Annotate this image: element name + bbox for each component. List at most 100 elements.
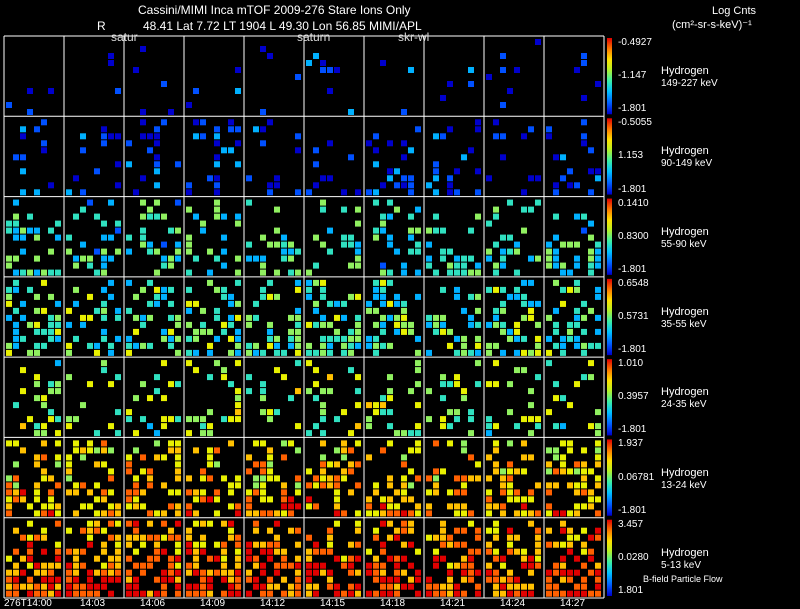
heatmap-cell: [161, 423, 167, 430]
heatmap-cell: [493, 503, 499, 510]
heatmap-cell: [115, 335, 121, 342]
heatmap-cell: [27, 520, 33, 527]
heatmap-cell: [546, 255, 552, 262]
heatmap-cell: [288, 527, 294, 534]
colorbar-mid-label: 1.153: [618, 150, 644, 162]
heatmap-cell: [73, 555, 79, 562]
heatmap-cell: [468, 67, 474, 73]
heatmap-cell: [447, 534, 453, 541]
heatmap-cell: [560, 423, 566, 430]
heatmap-cell: [475, 590, 481, 597]
heatmap-cell: [246, 541, 252, 548]
heatmap-cell: [588, 168, 594, 175]
heatmap-cell: [186, 590, 192, 597]
heatmap-cell: [147, 423, 153, 430]
heatmap-cell: [20, 133, 26, 140]
heatmap-cell: [514, 67, 520, 73]
heatmap-cell: [214, 307, 220, 314]
heatmap-cell: [447, 576, 453, 583]
heatmap-cell: [535, 562, 541, 569]
heatmap-cell: [133, 67, 139, 73]
heatmap-cell: [126, 349, 132, 356]
row-species-label: Hydrogen: [661, 306, 709, 318]
heatmap-cell: [320, 548, 326, 555]
heatmap-row-5: [6, 440, 601, 517]
heatmap-cell: [140, 119, 146, 126]
heatmap-cell: [514, 367, 520, 374]
heatmap-cell: [168, 342, 174, 349]
heatmap-cell: [373, 569, 379, 576]
heatmap-cell: [6, 293, 12, 300]
heatmap-cell: [295, 74, 301, 80]
heatmap-cell: [175, 161, 181, 168]
heatmap-cell: [108, 423, 114, 430]
heatmap-cell: [394, 168, 400, 175]
heatmap-cell: [433, 227, 439, 234]
heatmap-cell: [161, 241, 167, 248]
heatmap-cell: [500, 286, 506, 293]
heatmap-cell: [500, 590, 506, 597]
heatmap-cell: [468, 555, 474, 562]
heatmap-cell: [327, 482, 333, 489]
heatmap-cell: [168, 534, 174, 541]
heatmap-cell: [574, 286, 580, 293]
heatmap-cell: [475, 534, 481, 541]
heatmap-cell: [514, 241, 520, 248]
heatmap-cell: [288, 510, 294, 517]
heatmap-cell: [493, 576, 499, 583]
heatmap-cell: [440, 255, 446, 262]
heatmap-cell: [161, 520, 167, 527]
heatmap-cell: [394, 321, 400, 328]
heatmap-cell: [355, 189, 361, 196]
heatmap-cell: [55, 335, 61, 342]
heatmap-cell: [55, 541, 61, 548]
heatmap-cell: [493, 461, 499, 468]
heatmap-cell: [94, 555, 100, 562]
heatmap-cell: [440, 374, 446, 381]
heatmap-cell: [401, 269, 407, 276]
heatmap-cell: [401, 520, 407, 527]
heatmap-cell: [253, 510, 259, 517]
heatmap-cell: [246, 199, 252, 206]
heatmap-cell: [55, 234, 61, 241]
heatmap-cell: [475, 119, 481, 126]
heatmap-cell: [341, 206, 347, 213]
heatmap-cell: [535, 175, 541, 182]
heatmap-cell: [108, 489, 114, 496]
heatmap-cell: [528, 300, 534, 307]
heatmap-cell: [415, 367, 421, 374]
row-energy-label: 149-227 keV: [661, 78, 718, 90]
heatmap-cell: [48, 328, 54, 335]
heatmap-cell: [221, 562, 227, 569]
heatmap-cell: [401, 314, 407, 321]
heatmap-cell: [514, 590, 520, 597]
heatmap-cell: [394, 328, 400, 335]
heatmap-cell: [246, 241, 252, 248]
heatmap-cell: [207, 576, 213, 583]
overlay-label-skr: skr-wl: [398, 30, 430, 44]
heatmap-cell: [235, 402, 241, 409]
heatmap-cell: [475, 335, 481, 342]
heatmap-cell: [387, 510, 393, 517]
heatmap-cell: [553, 395, 559, 402]
heatmap-cell: [6, 489, 12, 496]
heatmap-cell: [200, 468, 206, 475]
heatmap-cell: [41, 569, 47, 576]
heatmap-cell: [380, 213, 386, 220]
heatmap-cell: [595, 168, 601, 175]
heatmap-cell: [567, 510, 573, 517]
heatmap-cell: [366, 510, 372, 517]
heatmap-cell: [433, 328, 439, 335]
heatmap-cell: [461, 154, 467, 161]
heatmap-cell: [253, 461, 259, 468]
heatmap-cell: [348, 541, 354, 548]
heatmap-cell: [507, 248, 513, 255]
heatmap-cell: [546, 133, 552, 140]
heatmap-cell: [468, 430, 474, 437]
heatmap-cell: [260, 590, 266, 597]
heatmap-cell: [334, 300, 340, 307]
heatmap-cell: [468, 314, 474, 321]
heatmap-cell: [108, 234, 114, 241]
heatmap-cell: [288, 241, 294, 248]
heatmap-cell: [433, 321, 439, 328]
